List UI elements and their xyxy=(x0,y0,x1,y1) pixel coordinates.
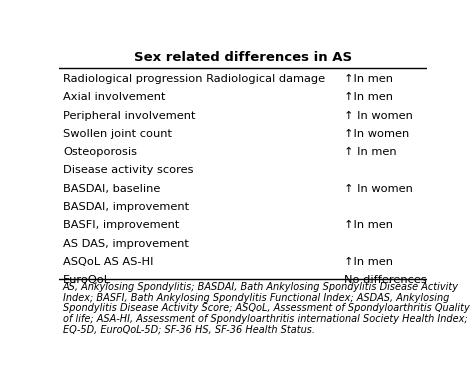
Text: Spondylitis Disease Activity Score; ASQoL, Assessment of Spondyloarthritis Quali: Spondylitis Disease Activity Score; ASQo… xyxy=(63,303,470,313)
Text: EuroQoL: EuroQoL xyxy=(63,275,111,285)
Text: ↑ In men: ↑ In men xyxy=(344,147,397,157)
Text: BASDAI, baseline: BASDAI, baseline xyxy=(63,184,160,194)
Text: ↑In men: ↑In men xyxy=(344,74,393,84)
Text: EQ-5D, EuroQoL-5D; SF-36 HS, SF-36 Health Status.: EQ-5D, EuroQoL-5D; SF-36 HS, SF-36 Healt… xyxy=(63,324,315,334)
Text: BASDAI, improvement: BASDAI, improvement xyxy=(63,202,189,212)
Text: ↑ In women: ↑ In women xyxy=(344,184,413,194)
Text: Osteoporosis: Osteoporosis xyxy=(63,147,137,157)
Text: Disease activity scores: Disease activity scores xyxy=(63,165,193,175)
Text: Axial involvement: Axial involvement xyxy=(63,92,165,102)
Text: BASFI, improvement: BASFI, improvement xyxy=(63,220,179,230)
Text: ASQoL AS AS-HI: ASQoL AS AS-HI xyxy=(63,257,154,267)
Text: Radiological progression Radiological damage: Radiological progression Radiological da… xyxy=(63,74,325,84)
Text: ↑In men: ↑In men xyxy=(344,92,393,102)
Text: ↑In women: ↑In women xyxy=(344,129,409,139)
Text: Index; BASFI, Bath Ankylosing Spondylitis Functional Index; ASDAS, Ankylosing: Index; BASFI, Bath Ankylosing Spondyliti… xyxy=(63,293,449,303)
Text: ↑In men: ↑In men xyxy=(344,257,393,267)
Text: No differences: No differences xyxy=(344,275,427,285)
Text: AS DAS, improvement: AS DAS, improvement xyxy=(63,239,189,249)
Text: ↑In men: ↑In men xyxy=(344,220,393,230)
Text: Swollen joint count: Swollen joint count xyxy=(63,129,172,139)
Text: of life; ASA-HI, Assessment of Spondyloarthritis international Society Health In: of life; ASA-HI, Assessment of Spondyloa… xyxy=(63,314,467,324)
Text: Peripheral involvement: Peripheral involvement xyxy=(63,111,195,121)
Text: Sex related differences in AS: Sex related differences in AS xyxy=(134,51,352,64)
Text: ↑ In women: ↑ In women xyxy=(344,111,413,121)
Text: AS, Ankylosing Spondylitis; BASDAI, Bath Ankylosing Spondylitis Disease Activity: AS, Ankylosing Spondylitis; BASDAI, Bath… xyxy=(63,282,459,292)
